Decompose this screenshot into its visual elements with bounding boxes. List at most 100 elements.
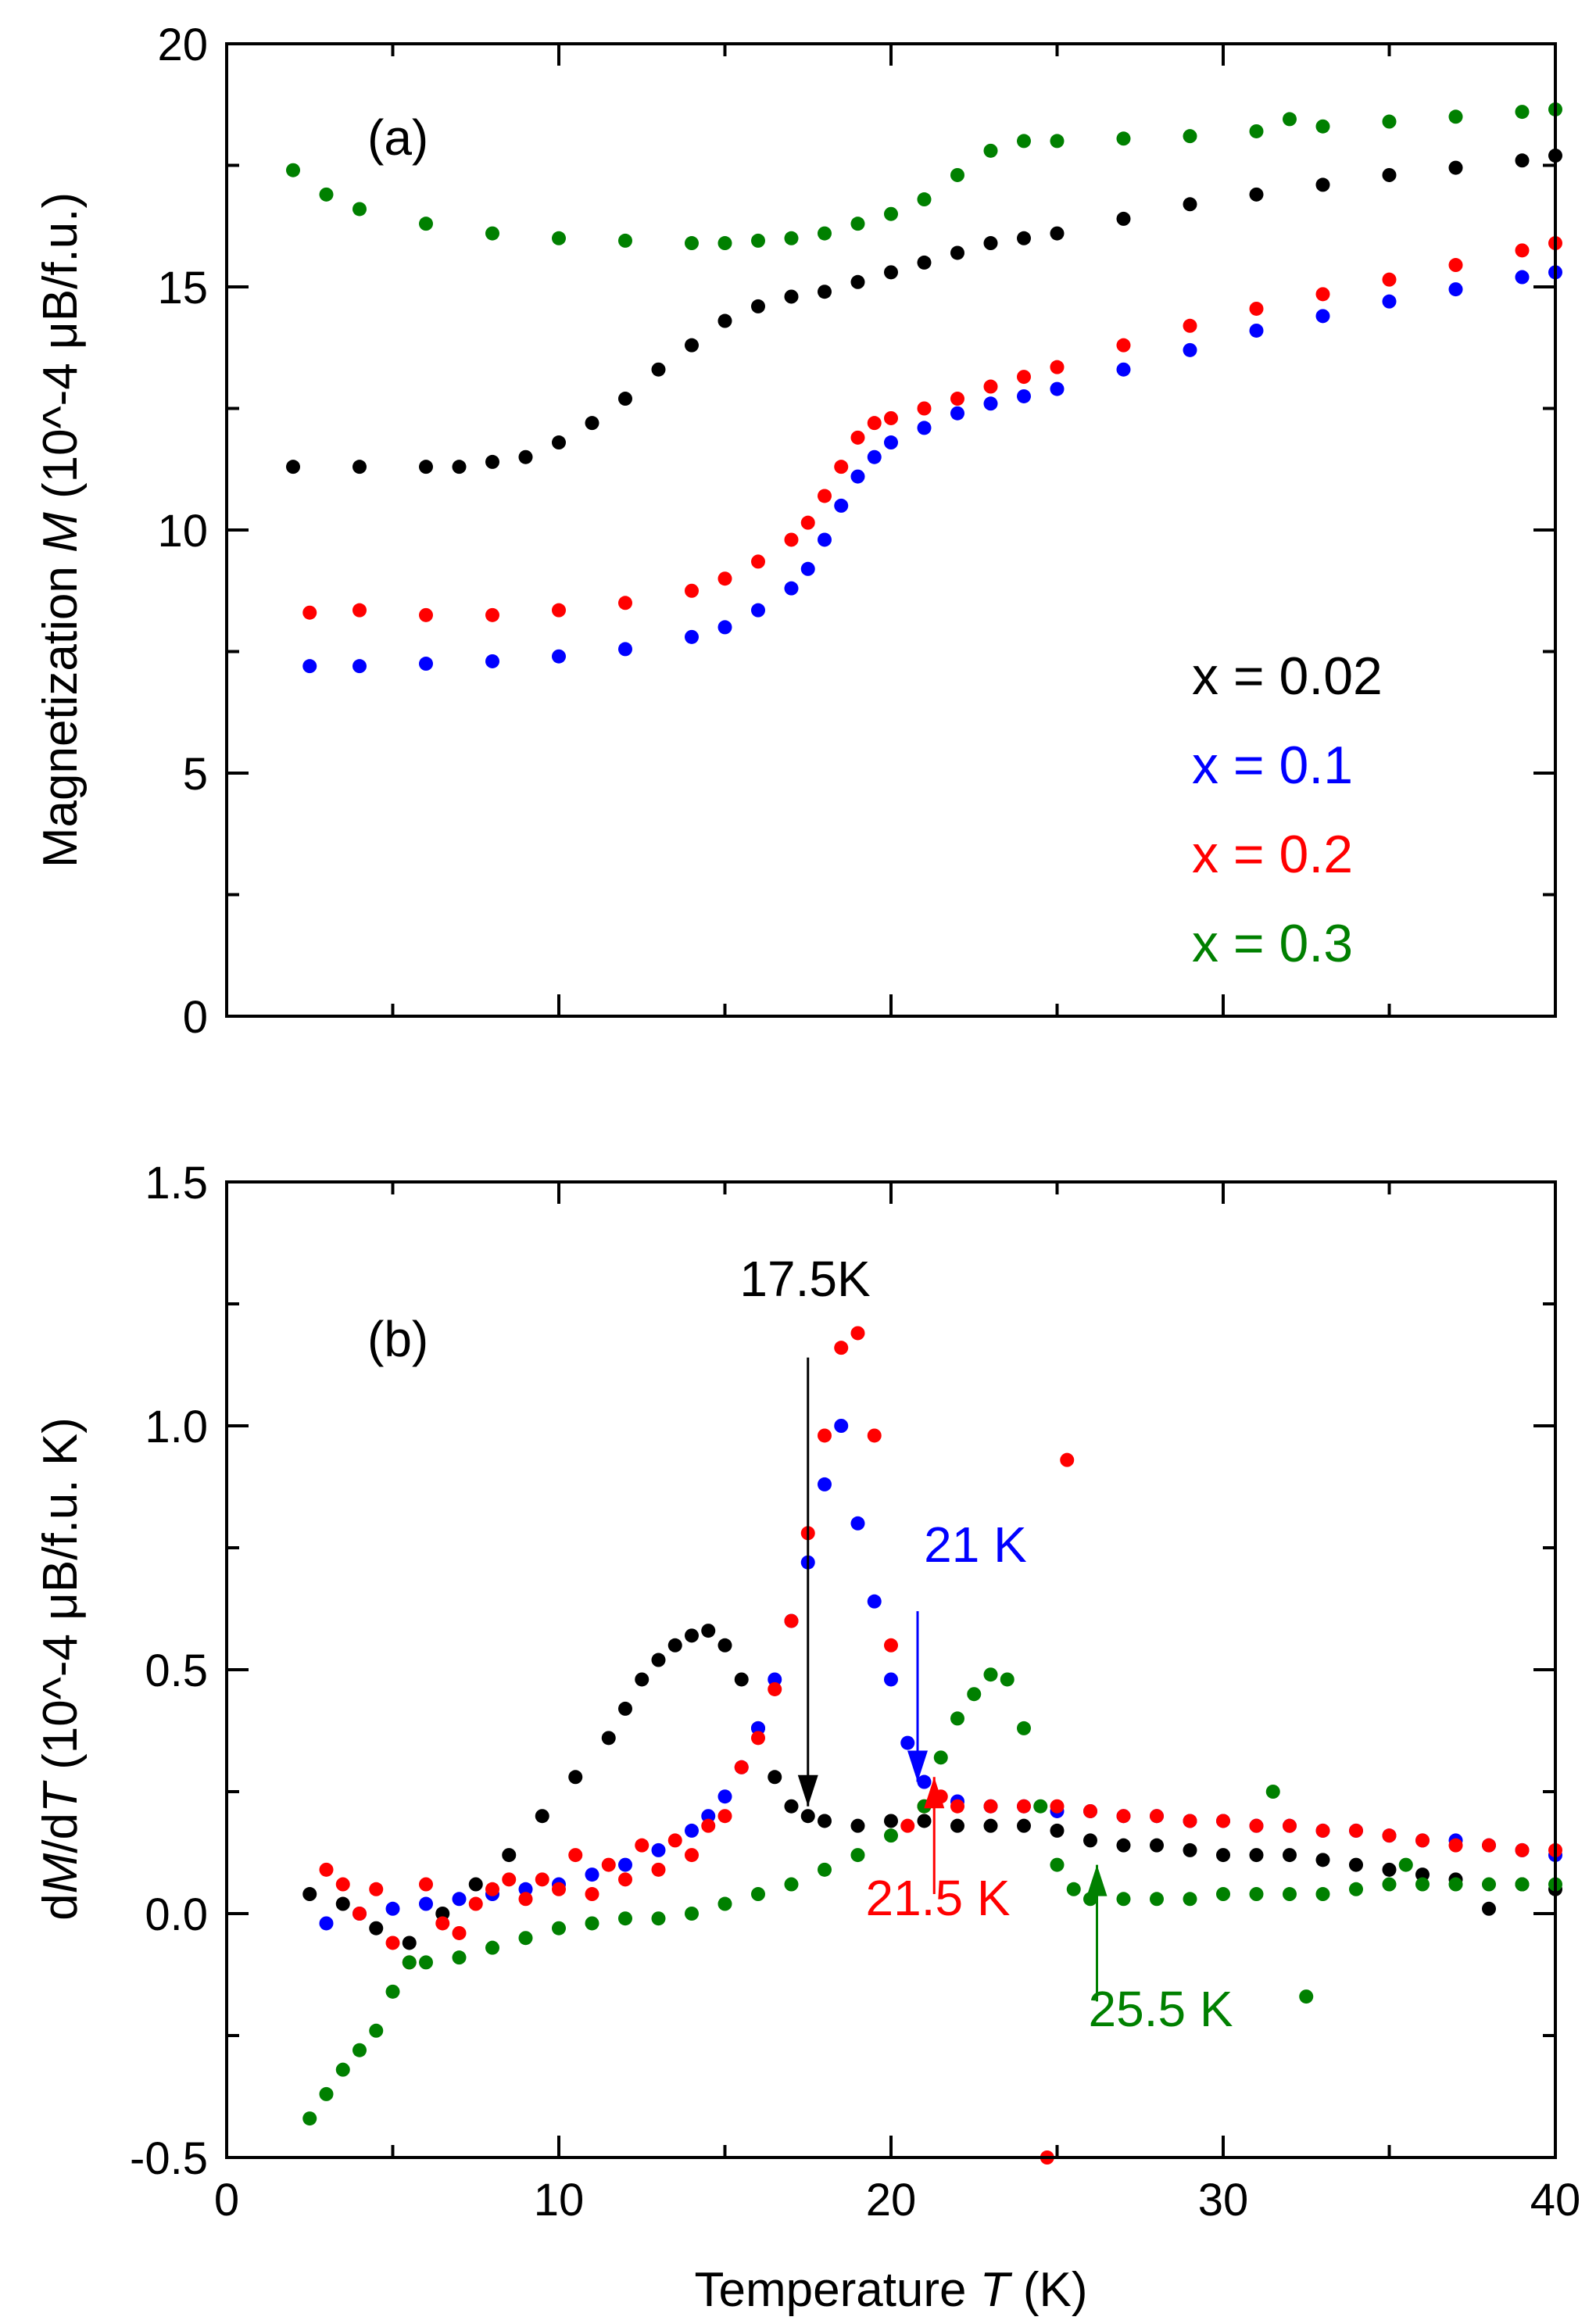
- data-point-a-s0-22: [1116, 211, 1131, 226]
- data-point-a-s0-11: [717, 313, 732, 328]
- data-point-a-s0-0: [286, 460, 300, 474]
- data-point-a-s2-3: [485, 607, 499, 622]
- x-axis-label: Temperature T (K): [694, 2263, 1087, 2317]
- data-point-a-s0-6: [552, 435, 566, 450]
- panel-b-y-tick-labels: -0.5 0.0 0.5 1.0 1.5: [130, 1158, 208, 2184]
- data-point-a-s2-18: [983, 379, 998, 394]
- data-point-b-s3-1: [319, 2086, 334, 2101]
- data-point-b-s3-37: [1249, 1887, 1264, 1902]
- data-point-a-s3-25: [1448, 109, 1463, 124]
- data-point-a-s2-6: [685, 583, 699, 598]
- data-point-a-s2-20: [1050, 360, 1065, 374]
- data-point-a-s3-2: [352, 202, 367, 217]
- data-point-b-s3-31: [1066, 1882, 1081, 1896]
- data-point-b-s1-12: [701, 1809, 716, 1824]
- data-point-b-s3-45: [1415, 1877, 1430, 1892]
- data-point-b-s1-4: [452, 1892, 467, 1907]
- data-point-b-s3-7: [419, 1955, 433, 1970]
- data-point-b-s1-3: [419, 1896, 433, 1911]
- x-tick-label-0: 0: [214, 2175, 239, 2226]
- data-point-a-s3-20: [1183, 129, 1197, 144]
- y-tick-label-b-3: 1.0: [145, 1402, 208, 1452]
- data-point-a-s2-19: [1017, 370, 1031, 385]
- data-point-b-s0-37: [1315, 1853, 1330, 1867]
- data-point-b-s2-51: [1349, 1823, 1363, 1838]
- legend: x = 0.02 x = 0.1 x = 0.2 x = 0.3: [1192, 646, 1383, 973]
- data-point-b-s1-24: [900, 1735, 915, 1750]
- data-point-a-s3-23: [1315, 119, 1330, 134]
- data-point-a-s2-27: [1515, 243, 1530, 258]
- panel-b-x-tick-labels: 0 10 20 30 40: [214, 2175, 1580, 2226]
- data-point-b-s1-2: [385, 1901, 400, 1916]
- data-point-b-s3-35: [1183, 1892, 1197, 1907]
- data-point-a-s0-20: [1017, 231, 1031, 245]
- data-point-b-s0-32: [1150, 1838, 1164, 1853]
- data-point-b-s2-18: [618, 1872, 632, 1887]
- data-point-b-s3-10: [518, 1931, 533, 1946]
- data-point-b-s2-50: [1315, 1823, 1330, 1838]
- data-point-b-s3-20: [850, 1848, 865, 1863]
- data-point-a-s3-15: [950, 167, 964, 182]
- data-point-a-s1-7: [717, 620, 732, 635]
- data-point-a-s1-19: [1017, 389, 1031, 403]
- y-tick-label-a-1: 5: [183, 749, 208, 800]
- data-point-b-s2-47: [1216, 1814, 1230, 1828]
- data-point-b-s3-8: [452, 1950, 467, 1965]
- data-point-a-s0-17: [917, 255, 932, 270]
- data-point-b-s3-12: [585, 1916, 599, 1931]
- data-point-a-s1-18: [983, 396, 998, 411]
- legend-entry-0: x = 0.02: [1192, 646, 1383, 706]
- data-point-a-s1-21: [1116, 362, 1131, 377]
- data-point-a-s0-27: [1448, 160, 1463, 175]
- data-point-b-s2-17: [601, 1857, 616, 1872]
- data-point-a-s3-7: [685, 236, 699, 251]
- data-point-a-s0-28: [1515, 153, 1530, 168]
- panel-b-y-axis-label: dM/dT (10^-4 μB/f.u. K): [34, 1417, 88, 1921]
- data-point-b-s2-33: [867, 1428, 882, 1443]
- data-point-a-s0-23: [1183, 197, 1197, 212]
- data-point-b-s2-21: [667, 1833, 682, 1848]
- data-point-b-s1-22: [867, 1594, 882, 1609]
- data-point-a-s2-22: [1183, 318, 1197, 333]
- data-point-b-s2-28: [784, 1613, 799, 1628]
- data-point-b-s0-29: [1050, 1823, 1065, 1838]
- data-point-b-s2-38: [950, 1799, 964, 1814]
- data-point-b-s0-14: [685, 1628, 699, 1643]
- data-point-a-s3-24: [1382, 114, 1397, 129]
- data-point-b-s0-25: [917, 1814, 932, 1828]
- data-point-b-s0-19: [768, 1770, 782, 1785]
- data-point-a-s3-9: [751, 233, 765, 248]
- data-point-b-s0-39: [1382, 1862, 1397, 1877]
- data-point-b-s3-39: [1283, 1887, 1297, 1902]
- data-point-a-s1-17: [950, 406, 964, 421]
- data-point-a-s0-3: [452, 460, 467, 474]
- data-point-b-s2-54: [1448, 1838, 1463, 1853]
- data-point-b-s0-22: [818, 1814, 832, 1828]
- data-point-b-s3-18: [784, 1877, 799, 1892]
- data-point-b-s2-24: [717, 1809, 732, 1824]
- data-point-b-s2-10: [485, 1882, 499, 1896]
- data-point-a-s1-6: [685, 629, 699, 644]
- data-point-b-s0-42: [1482, 1901, 1496, 1916]
- data-point-b-s2-22: [685, 1848, 699, 1863]
- data-point-b-s0-9: [601, 1731, 616, 1746]
- data-point-b-s2-55: [1482, 1838, 1496, 1853]
- x-tick-label-1: 10: [534, 2175, 585, 2226]
- data-point-a-s2-17: [950, 392, 964, 406]
- data-point-b-s3-36: [1216, 1887, 1230, 1902]
- annotation-arrow-head-2: [924, 1777, 945, 1809]
- data-point-b-s3-23: [933, 1750, 948, 1765]
- annotation-arrow-head-3: [1086, 1864, 1108, 1896]
- y-tick-label-b-4: 1.5: [145, 1158, 208, 1209]
- data-point-b-s2-52: [1382, 1828, 1397, 1843]
- panel-a-y-axis-label: Magnetization M (10^-4 μB/f.u.): [34, 192, 88, 868]
- data-point-b-s1-11: [685, 1823, 699, 1838]
- data-point-a-s1-2: [419, 657, 433, 671]
- panel-a-ticks: [225, 42, 1557, 1018]
- data-point-b-s3-3: [352, 2043, 367, 2057]
- annotation-label-1: 21 K: [924, 1517, 1027, 1573]
- data-point-b-s2-46: [1183, 1814, 1197, 1828]
- data-point-b-s0-34: [1216, 1848, 1230, 1863]
- data-point-a-s2-25: [1382, 272, 1397, 287]
